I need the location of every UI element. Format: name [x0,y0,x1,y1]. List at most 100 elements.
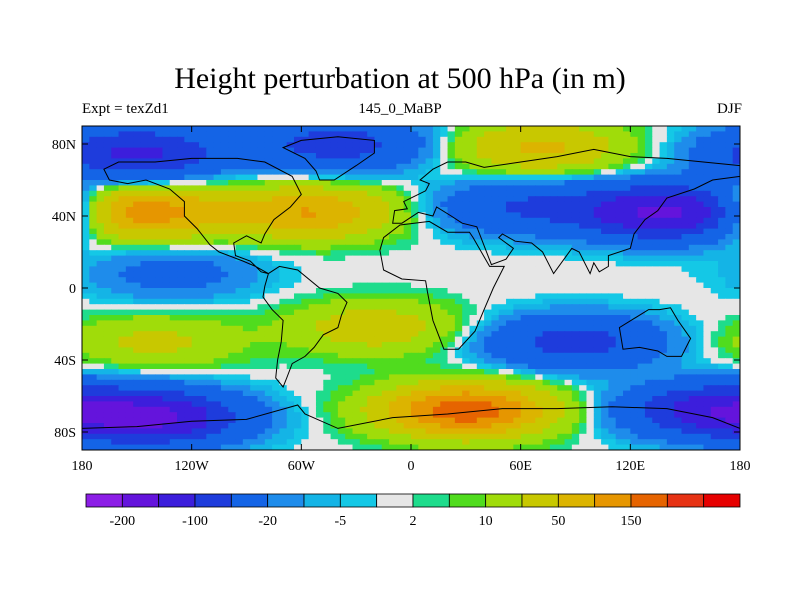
field-cell [506,218,514,224]
field-cell [287,185,295,191]
field-cell [586,342,594,348]
field-cell [199,175,207,181]
field-cell [630,293,638,299]
field-cell [711,164,719,170]
field-cell [170,158,178,164]
field-cell [287,272,295,278]
field-cell [338,326,346,332]
field-cell [601,239,609,245]
field-cell [345,218,353,224]
field-cell [250,164,258,170]
field-cell [192,250,200,256]
field-cell [418,250,426,256]
field-cell [162,401,170,407]
field-cell [433,272,441,278]
field-cell [411,266,419,272]
field-cell [82,374,90,380]
field-cell [572,391,580,397]
field-cell [192,396,200,402]
field-cell [645,180,653,186]
field-cell [148,293,156,299]
field-cell [506,272,514,278]
field-cell [711,229,719,235]
field-cell [404,191,412,197]
field-cell [440,256,448,262]
field-cell [104,191,112,197]
field-cell [543,418,551,424]
field-cell [521,272,529,278]
field-cell [338,169,346,175]
field-cell [119,142,127,148]
field-cell [199,293,207,299]
field-cell [616,391,624,397]
field-cell [557,331,565,337]
field-cell [448,331,456,337]
field-cell [177,396,185,402]
field-cell [162,256,170,262]
field-cell [652,218,660,224]
field-cell [111,304,119,310]
field-cell [367,342,375,348]
field-cell [206,353,214,359]
field-cell [491,250,499,256]
field-cell [733,158,741,164]
field-cell [367,223,375,229]
field-cell [177,385,185,391]
field-cell [331,191,339,197]
field-cell [630,272,638,278]
field-cell [440,126,448,132]
field-cell [316,250,324,256]
field-cell [418,364,426,370]
field-cell [411,126,419,132]
field-cell [162,131,170,137]
field-cell [455,288,463,294]
field-cell [608,207,616,213]
field-cell [733,207,741,213]
field-cell [448,337,456,343]
field-cell [323,234,331,240]
field-cell [411,407,419,413]
field-cell [535,418,543,424]
field-cell [440,137,448,143]
field-cell [455,202,463,208]
field-cell [316,412,324,418]
field-cell [126,310,134,316]
field-cell [682,164,690,170]
field-cell [499,369,507,375]
field-cell [601,391,609,397]
field-cell [360,169,368,175]
field-cell [513,169,521,175]
field-cell [667,293,675,299]
field-cell [601,185,609,191]
field-cell [513,212,521,218]
field-cell [97,310,105,316]
field-cell [411,396,419,402]
field-cell [550,353,558,359]
field-cell [689,131,697,137]
field-cell [104,256,112,262]
field-cell [279,277,287,283]
field-cell [638,288,646,294]
field-cell [345,347,353,353]
field-cell [543,148,551,154]
field-cell [579,272,587,278]
field-cell [484,331,492,337]
field-cell [184,277,192,283]
field-cell [243,423,251,429]
field-cell [579,320,587,326]
field-cell [316,299,324,305]
field-cell [703,401,711,407]
field-cell [572,347,580,353]
field-cell [316,304,324,310]
field-cell [660,261,668,267]
field-cell [645,169,653,175]
field-cell [389,180,397,186]
field-cell [243,277,251,283]
field-cell [535,310,543,316]
field-cell [367,245,375,251]
field-cell [389,342,397,348]
field-cell [382,158,390,164]
field-cell [301,423,309,429]
field-cell [645,315,653,321]
field-cell [236,250,244,256]
